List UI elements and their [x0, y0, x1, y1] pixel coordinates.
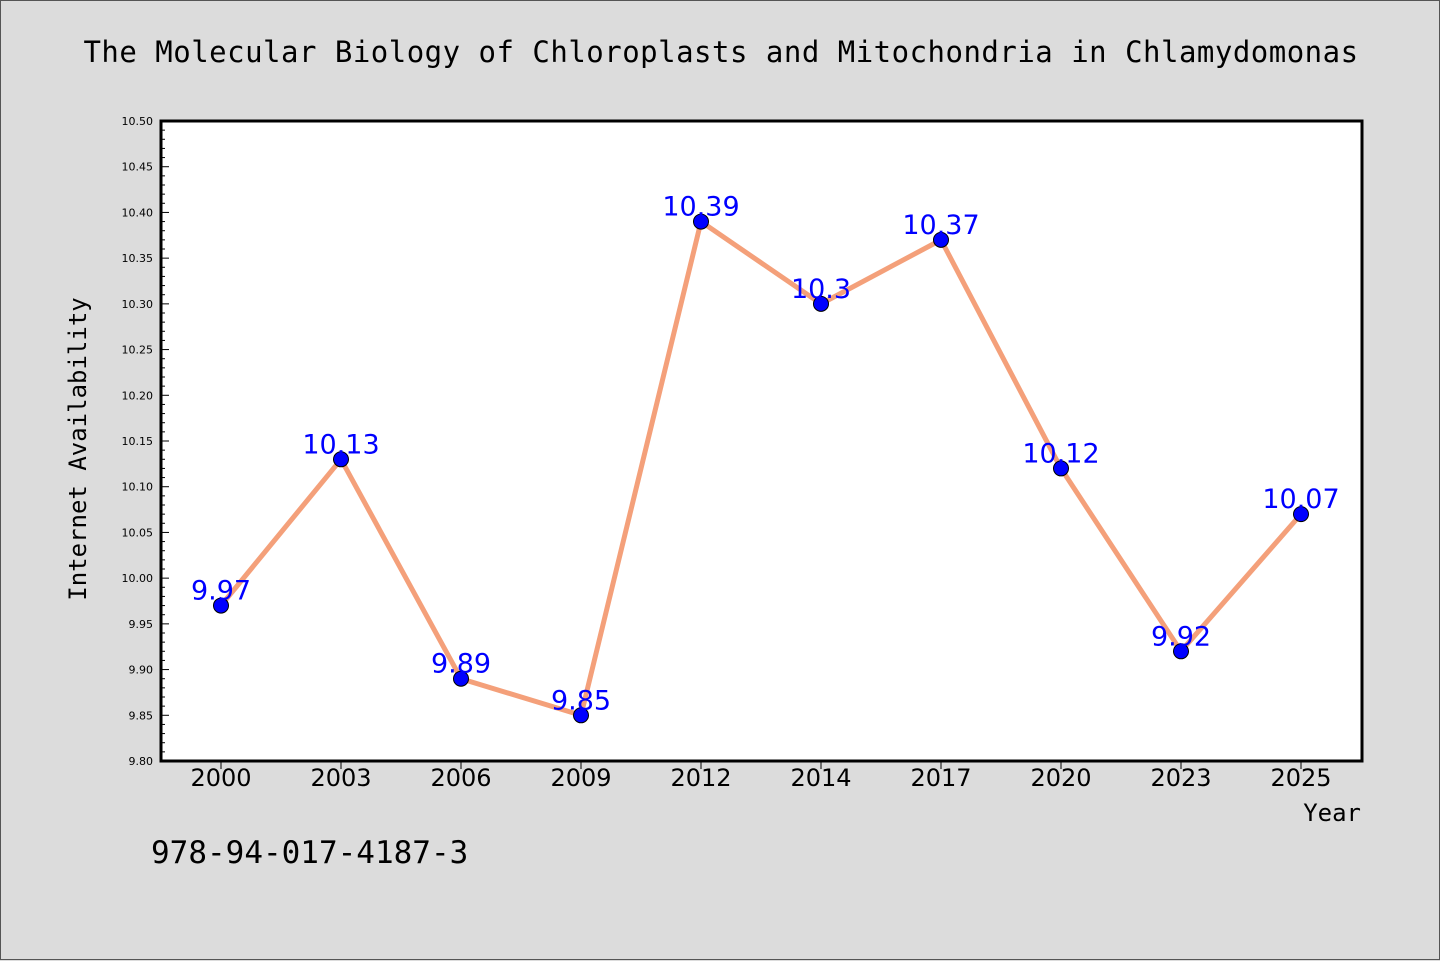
x-tick-label: 2003: [310, 764, 371, 792]
y-tick-label: 9.85: [129, 709, 154, 722]
x-tick-label: 2020: [1030, 764, 1091, 792]
data-point: [933, 231, 949, 248]
y-tick-label: 10.50: [122, 115, 154, 128]
data-label: 10.13: [302, 429, 379, 460]
y-tick-label: 10.05: [122, 526, 154, 539]
data-point: [1293, 506, 1309, 523]
data-label: 10.3: [791, 274, 851, 305]
data-label: 9.97: [191, 576, 251, 607]
x-tick-label: 2009: [550, 764, 611, 792]
y-tick-label: 10.30: [122, 298, 154, 311]
chart-title: The Molecular Biology of Chloroplasts an…: [83, 35, 1359, 69]
y-tick-label: 10.25: [122, 344, 154, 357]
data-point: [213, 597, 229, 614]
data-point: [813, 295, 829, 312]
x-axis-label: Year: [1303, 799, 1361, 827]
y-tick-label: 9.95: [129, 618, 154, 631]
x-tick-label: 2025: [1270, 764, 1331, 792]
x-tick-label: 2000: [190, 764, 251, 792]
y-axis-label: Internet Availability: [64, 297, 92, 600]
data-label: 10.12: [1022, 438, 1099, 469]
data-point: [573, 707, 589, 724]
data-labels: 9.97 10.13 9.89 9.85 10.39 10.3 10.37 10.12 9.92…: [191, 192, 1340, 717]
y-tick-label: 10.40: [122, 206, 154, 219]
data-label: 9.85: [551, 685, 611, 716]
data-points: [213, 213, 1309, 724]
x-tick-label: 2023: [1150, 764, 1211, 792]
y-tick-label: 10.20: [122, 389, 154, 402]
data-label: 9.89: [431, 649, 491, 680]
y-tick-label: 10.00: [122, 572, 154, 585]
x-tick-label: 2017: [910, 764, 971, 792]
plot-area: [159, 119, 1364, 763]
x-tick-label: 2012: [670, 764, 731, 792]
data-label: 9.92: [1151, 621, 1211, 652]
y-tick-label: 10.35: [122, 252, 154, 265]
data-point: [453, 670, 469, 687]
y-tick-label: 10.45: [122, 161, 154, 174]
x-tick-label: 2006: [430, 764, 491, 792]
y-tick-label: 9.90: [129, 664, 154, 677]
data-point: [1173, 643, 1189, 660]
data-label: 10.07: [1262, 484, 1339, 515]
y-tick-label: 10.15: [122, 435, 154, 448]
data-point: [1053, 460, 1069, 477]
series-line: [219, 219, 1303, 718]
data-point: [693, 213, 709, 230]
y-axis: 9.80 9.85 9.90 9.95 10.00 10.05 10.10 10.15 10.2…: [122, 115, 169, 768]
data-label: 10.37: [902, 210, 979, 241]
x-axis: 2000 2003 2006 2009 2012 2014 2017 2020 2023 2025: [190, 761, 1332, 792]
x-tick-label: 2014: [790, 764, 851, 792]
data-label: 10.39: [662, 192, 739, 223]
data-point: [333, 451, 349, 468]
y-tick-label: 10.10: [122, 481, 154, 494]
y-tick-label: 9.80: [129, 755, 154, 768]
isbn-annotation: 978-94-017-4187-3: [151, 835, 469, 871]
